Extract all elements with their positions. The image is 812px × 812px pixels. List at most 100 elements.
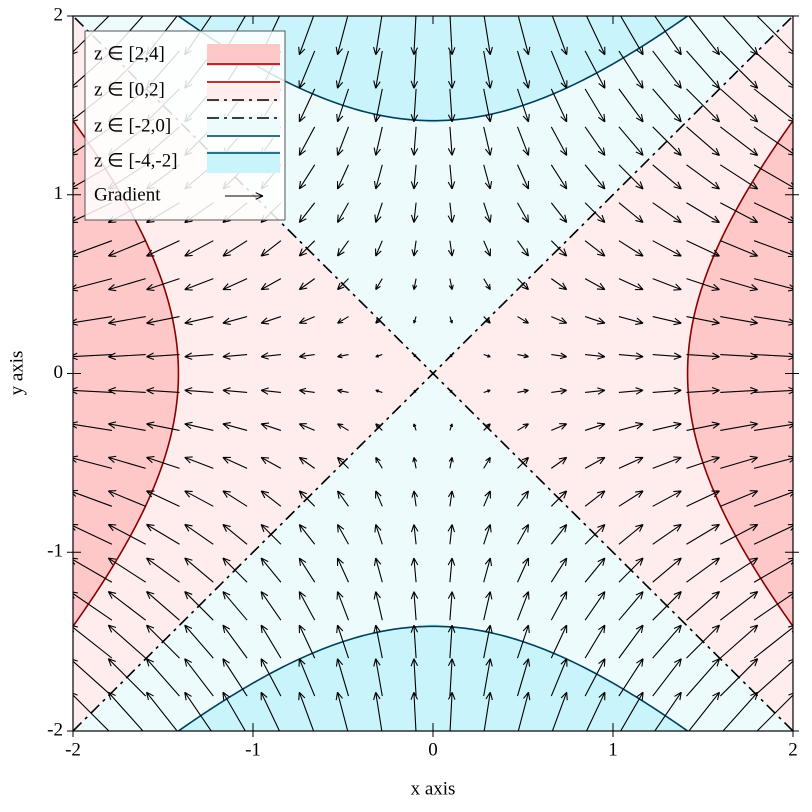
arrow-path [517,240,530,257]
vector-arrow [550,490,568,507]
vector-arrow [146,240,180,257]
arrow-path [260,523,282,545]
arrow-path [516,591,530,621]
vector-arrow [618,50,644,89]
vector-arrow [260,316,282,325]
arrow-path [652,490,682,507]
vector-arrow [550,591,568,621]
vector-arrow [550,50,568,89]
vector-arrow [447,88,456,123]
arrow-path [410,88,419,123]
vector-arrow [411,240,419,257]
arrow-path [517,16,531,56]
vector-arrow [410,88,419,123]
arrow-path [584,126,606,156]
arrow-path [686,352,720,361]
vector-arrow [756,692,793,731]
arrow-path [299,352,315,360]
vector-arrow [298,88,316,123]
arrow-path [652,523,682,545]
arrow-path [550,202,568,224]
arrow-path [483,164,493,190]
vector-arrow [336,164,350,190]
vector-arrow [260,490,282,507]
arrow-path [146,240,180,257]
arrow-path [73,352,112,361]
vector-arrow [184,352,214,360]
arrow-path [720,202,759,224]
arrow-path [686,624,721,659]
arrow-path [375,490,383,507]
vector-arrow [375,389,383,393]
vector-arrow [618,126,644,156]
arrow-path [337,388,349,394]
vector-arrow [719,126,759,156]
arrow-path [410,164,419,190]
vector-arrow [410,624,419,659]
arrow-path [517,456,530,469]
vector-arrow [652,126,682,156]
vector-arrow [483,624,493,659]
vector-arrow [298,557,316,583]
arrow-path [107,591,147,621]
vector-arrow [447,624,456,659]
vector-arrow [337,388,349,394]
arrow-path [447,164,456,190]
arrow-path [447,16,456,56]
arrow-path [686,421,720,431]
vector-arrow [753,164,793,190]
vector-arrow [108,352,146,361]
vector-arrow [410,202,419,223]
vector-arrow [447,240,455,257]
vector-arrow [375,240,383,257]
vector-arrow [73,523,113,545]
vector-arrow [260,624,282,659]
arrow-path [260,557,282,583]
vector-arrow [618,490,644,507]
vector-arrow [146,557,180,583]
vector-arrow [449,423,453,431]
vector-arrow [107,316,146,326]
vector-arrow [260,557,282,583]
vector-arrow [686,386,720,395]
vector-arrow [447,557,456,583]
arrow-path [410,202,419,223]
arrow-path [584,591,606,621]
contour-line [73,119,793,628]
arrow-path [335,50,350,89]
vector-arrow [375,490,383,507]
vector-arrow [753,202,793,224]
arrow-path [517,388,529,394]
vector-arrow [260,422,282,431]
arrow-path [584,557,606,583]
arrow-path [550,50,568,89]
arrow-path [551,16,568,56]
arrow-path [335,691,349,731]
arrow-path [373,50,383,89]
vector-arrow [411,490,419,507]
arrow-path [517,423,529,431]
vector-arrow [222,557,248,583]
vector-arrow [73,489,113,507]
arrow-path [550,490,568,507]
vector-arrow [145,658,180,697]
arrow-path [720,523,759,545]
vector-arrow [73,352,112,361]
arrow-path [73,240,113,258]
arrow-path [551,423,568,431]
vector-arrow [449,316,453,324]
vector-arrow [107,421,146,431]
vector-arrow [517,691,531,731]
arrow-path [483,240,491,257]
vector-arrow [517,202,530,223]
vector-arrow [448,278,454,290]
vector-arrow [517,490,530,507]
vector-arrow [336,591,350,621]
arrow-path [107,658,147,697]
arrow-path [184,278,214,291]
vector-arrow [551,316,568,324]
arrow-path [753,202,793,224]
arrow-path [336,456,349,469]
vector-arrow [107,691,144,731]
vector-arrow [550,456,568,469]
